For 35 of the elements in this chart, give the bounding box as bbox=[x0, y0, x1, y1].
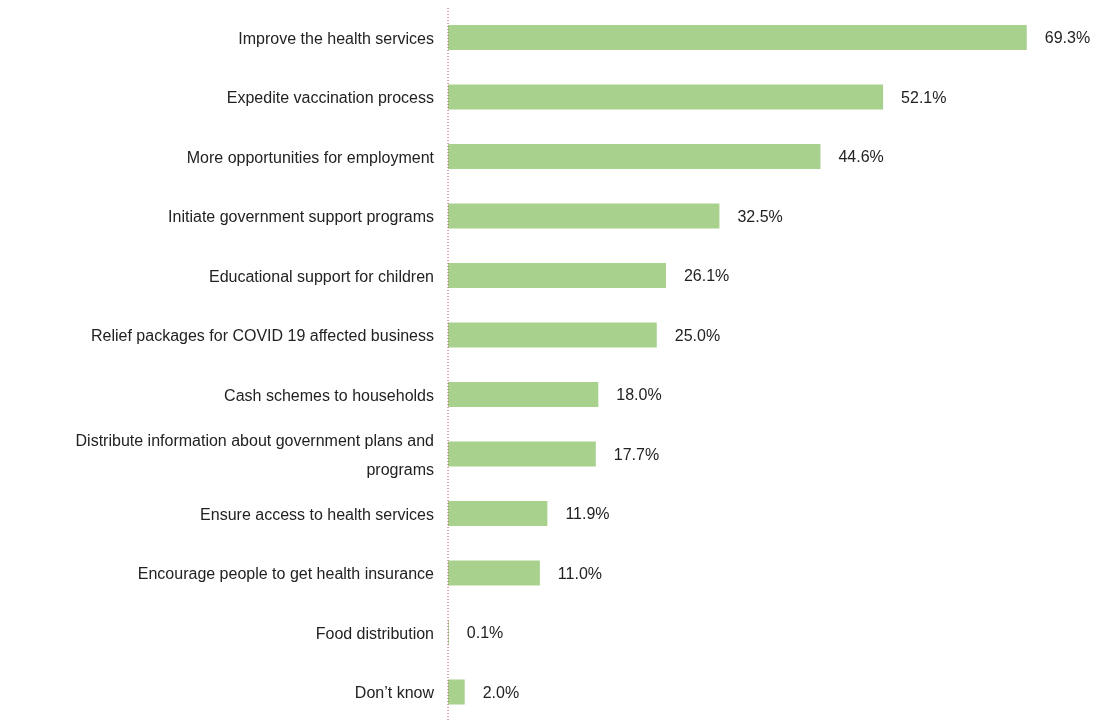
bar bbox=[448, 263, 666, 288]
y-tick-label: Ensure access to health services bbox=[200, 505, 434, 523]
y-tick-label: Encourage people to get health insurance bbox=[137, 564, 435, 582]
bar bbox=[448, 25, 1027, 50]
data-label: 11.9% bbox=[565, 505, 610, 523]
data-label: 44.6% bbox=[838, 148, 884, 166]
data-label: 32.5% bbox=[737, 207, 783, 225]
bar bbox=[448, 84, 884, 110]
y-tick-label: Food distribution bbox=[315, 624, 434, 642]
bar bbox=[448, 501, 548, 526]
y-tick-label: Improve the health services bbox=[238, 29, 434, 47]
y-tick-label: Don’t know bbox=[354, 683, 435, 701]
y-tick-label: Cash schemes to households bbox=[224, 386, 434, 404]
y-tick-label: Distribute information about government plans and programs bbox=[75, 431, 434, 478]
bar bbox=[448, 679, 465, 705]
data-label: 0.1% bbox=[466, 624, 504, 642]
data-label: 52.1% bbox=[901, 88, 947, 106]
bar bbox=[448, 382, 599, 407]
bar bbox=[448, 322, 657, 348]
bar bbox=[448, 560, 540, 586]
bar bbox=[448, 441, 596, 467]
data-label: 17.7% bbox=[613, 445, 660, 463]
bar bbox=[448, 144, 821, 169]
data-label: 25.0% bbox=[674, 326, 721, 344]
bar bbox=[448, 203, 720, 229]
data-label: 18.0% bbox=[616, 386, 662, 404]
data-label: 11.0% bbox=[557, 564, 603, 582]
data-label: 69.3% bbox=[1044, 29, 1091, 47]
data-label: 26.1% bbox=[683, 267, 730, 285]
y-tick-label: More opportunities for employment bbox=[186, 148, 435, 166]
y-tick-label: Educational support for children bbox=[208, 267, 434, 285]
y-tick-label: Relief packages for COVID 19 affected business bbox=[91, 326, 434, 344]
y-tick-label: Expedite vaccination process bbox=[226, 88, 434, 106]
data-label: 2.0% bbox=[482, 683, 520, 701]
y-tick-label: Initiate government support programs bbox=[168, 207, 434, 225]
